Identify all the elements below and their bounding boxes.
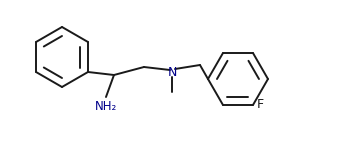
Text: N: N — [167, 66, 177, 78]
Text: NH₂: NH₂ — [95, 100, 117, 113]
Text: F: F — [257, 98, 264, 111]
